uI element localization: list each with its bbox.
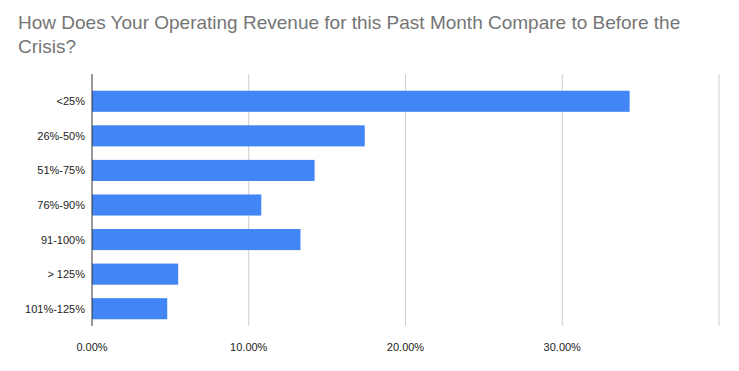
- bar: [92, 264, 178, 285]
- tick-label: 0.00%: [76, 341, 107, 353]
- category-label: 101%-125%: [25, 303, 85, 315]
- chart-title: How Does Your Operating Revenue for this…: [18, 11, 730, 59]
- range-end-line: [719, 74, 720, 326]
- bar: [92, 125, 365, 146]
- bars: [92, 91, 630, 320]
- bar: [92, 229, 300, 250]
- bar: [92, 194, 261, 215]
- tick-label: 20.00%: [387, 341, 425, 353]
- category-label: 76%-90%: [37, 199, 85, 211]
- tick-label: 10.00%: [230, 341, 268, 353]
- axis-line: [92, 74, 93, 326]
- category-label: 91-100%: [41, 234, 85, 246]
- bar: [92, 298, 167, 319]
- tick-label: 30.00%: [544, 341, 582, 353]
- tick: [92, 74, 93, 326]
- category-label: <25%: [57, 95, 86, 107]
- bar: [92, 160, 315, 181]
- bar: [92, 91, 630, 112]
- category-label: > 125%: [47, 268, 85, 280]
- category-label: 26%-50%: [37, 130, 85, 142]
- category-label: 51%-75%: [37, 164, 85, 176]
- chart: 0.00% 10.00% 20.00% 30.00% <25% 26%-50% 51%-75…: [0, 0, 739, 371]
